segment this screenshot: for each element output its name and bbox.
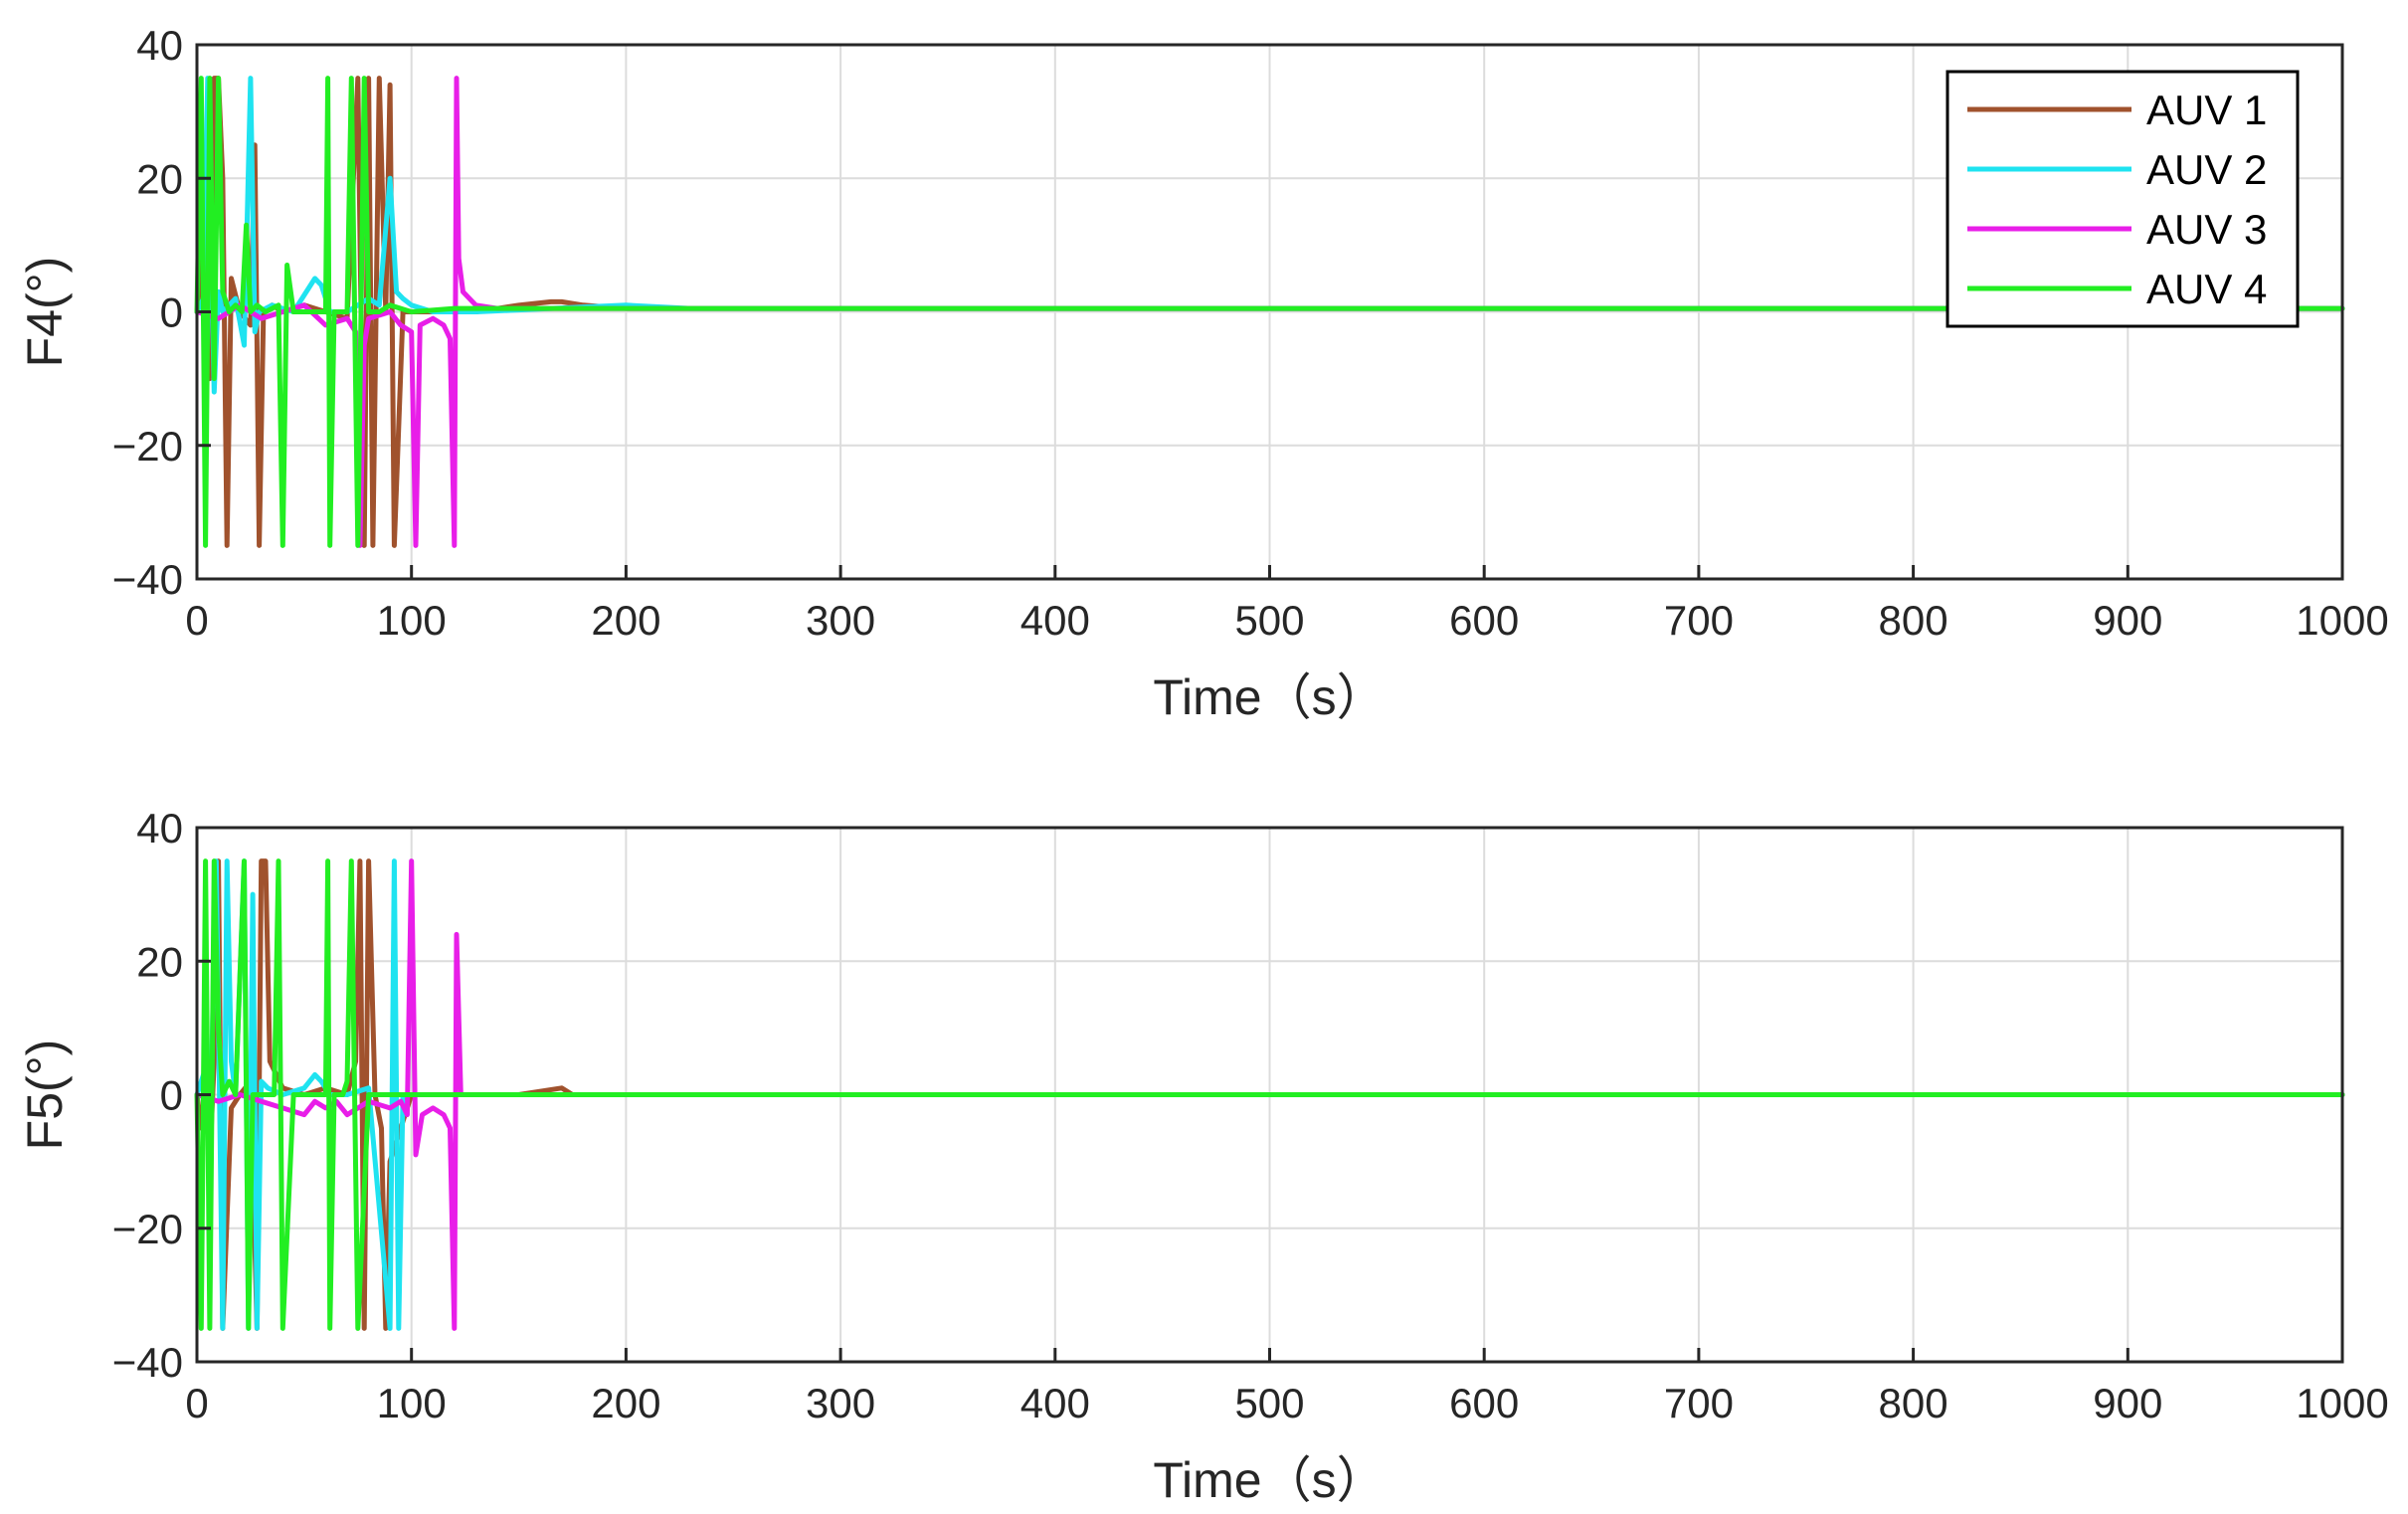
legend-label-auv-4: AUV 4 <box>2146 266 2267 312</box>
x-tick-label: 400 <box>1020 1380 1090 1426</box>
legend-label-auv-2: AUV 2 <box>2146 146 2267 193</box>
chart-f5: 0 100 200 300 400 500 600 700 800 900 1000 −40 −20 0 2… <box>17 805 2389 1508</box>
legend-label-auv-1: AUV 1 <box>2146 87 2267 133</box>
x-tick-label: 400 <box>1020 597 1090 644</box>
x-tick-label: 1000 <box>2296 1380 2388 1426</box>
series-line-auv-2 <box>194 76 2345 395</box>
y-axis-label-f5: F5(°) <box>17 1040 73 1151</box>
x-tick-label: 600 <box>1449 597 1519 644</box>
x-axis-label-f4: Time（s） <box>1153 669 1386 725</box>
x-tick-label: 600 <box>1449 1380 1519 1426</box>
grid-f4 <box>197 45 2342 579</box>
y-tick-label: 20 <box>136 155 183 202</box>
x-tick-label: 0 <box>185 597 208 644</box>
series-line-auv-1 <box>194 76 2345 548</box>
y-tick-label: 0 <box>160 289 183 336</box>
y-tick-label: 0 <box>160 1072 183 1119</box>
x-tick-label: 500 <box>1234 1380 1304 1426</box>
x-axis-label-f5: Time（s） <box>1153 1452 1386 1508</box>
x-tick-label: 500 <box>1234 597 1304 644</box>
legend-box <box>1945 70 2300 328</box>
tick-labels-f5: 0 100 200 300 400 500 600 700 800 900 1000 −40 −20 0 2… <box>112 805 2389 1426</box>
series-line-auv-4 <box>194 76 2345 548</box>
y-axis-label-f4: F4(°) <box>17 257 73 368</box>
x-tick-label: 800 <box>1879 597 1948 644</box>
x-tick-label: 0 <box>185 1380 208 1426</box>
x-tick-label: 700 <box>1664 1380 1734 1426</box>
x-tick-label: 900 <box>2093 1380 2162 1426</box>
y-tick-label: 40 <box>136 22 183 69</box>
series-group-f5 <box>194 858 2345 1331</box>
legend: AUV 1 AUV 2 AUV 3 AUV 4 <box>1945 70 2300 328</box>
y-tick-label: −20 <box>112 423 183 470</box>
series-line-auv-3 <box>194 76 2345 548</box>
x-tick-label: 800 <box>1879 1380 1948 1426</box>
tick-labels-f4: 0 100 200 300 400 500 600 700 800 900 1000 −40 −20 0 2… <box>112 22 2389 644</box>
x-tick-label: 200 <box>591 1380 660 1426</box>
x-tick-label: 300 <box>806 597 875 644</box>
series-line-auv-4 <box>194 858 2345 1331</box>
x-tick-label: 100 <box>377 1380 447 1426</box>
y-tick-label: 40 <box>136 805 183 852</box>
x-tick-label: 100 <box>377 597 447 644</box>
legend-label-auv-3: AUV 3 <box>2146 206 2267 253</box>
y-tick-label: 20 <box>136 938 183 985</box>
x-tick-label: 300 <box>806 1380 875 1426</box>
y-tick-label: −40 <box>112 1339 183 1386</box>
x-tick-label: 900 <box>2093 597 2162 644</box>
y-tick-label: −20 <box>112 1206 183 1252</box>
x-tick-label: 1000 <box>2296 597 2388 644</box>
y-tick-label: −40 <box>112 556 183 603</box>
x-tick-label: 700 <box>1664 597 1734 644</box>
series-group-f4 <box>194 76 2345 548</box>
x-tick-label: 200 <box>591 597 660 644</box>
chart-f4: 0 100 200 300 400 500 600 700 800 900 1000 −40 −20 0 2… <box>17 22 2389 725</box>
